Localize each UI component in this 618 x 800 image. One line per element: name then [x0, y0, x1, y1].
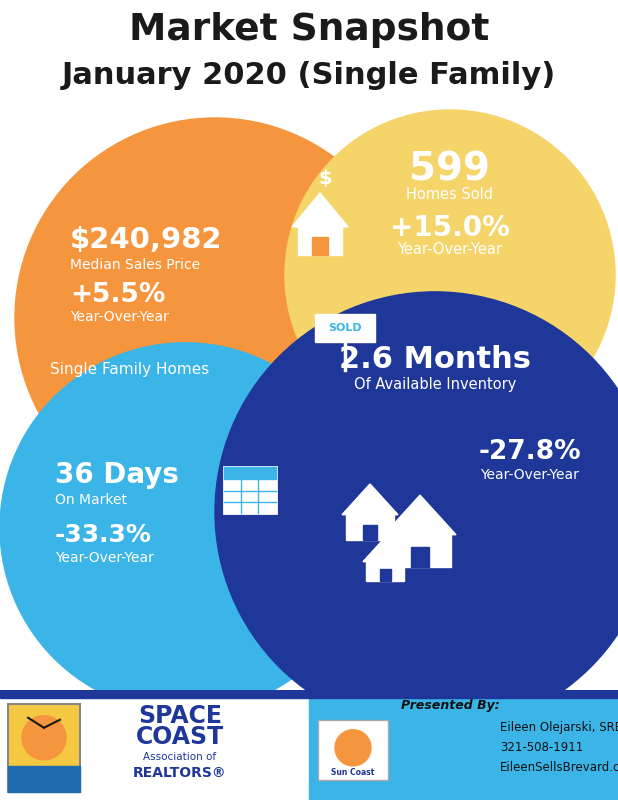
- Text: -33.3%: -33.3%: [55, 522, 152, 546]
- Text: On Market: On Market: [55, 493, 127, 506]
- Circle shape: [0, 343, 370, 713]
- Bar: [298, 225, 342, 255]
- Text: Single Family Homes: Single Family Homes: [50, 362, 210, 378]
- Bar: [366, 561, 404, 582]
- Text: SOLD: SOLD: [328, 323, 362, 333]
- Text: January 2020 (Single Family): January 2020 (Single Family): [62, 62, 556, 90]
- Text: Market Snapshot: Market Snapshot: [129, 12, 489, 48]
- Text: EileenSellsBrevard.com: EileenSellsBrevard.com: [500, 762, 618, 774]
- Text: Year-Over-Year: Year-Over-Year: [397, 242, 502, 258]
- Text: +15.0%: +15.0%: [390, 214, 510, 242]
- Bar: [0, 690, 618, 698]
- Circle shape: [22, 716, 66, 760]
- Text: Homes Sold: Homes Sold: [407, 187, 494, 202]
- Text: Presented By:: Presented By:: [400, 699, 499, 712]
- Bar: [315, 314, 375, 342]
- Text: 36 Days: 36 Days: [55, 461, 179, 489]
- Circle shape: [15, 118, 415, 518]
- Text: $240,982: $240,982: [70, 226, 222, 254]
- Bar: [224, 466, 276, 478]
- Text: Median Sales Price: Median Sales Price: [70, 258, 200, 272]
- Text: Of Available Inventory: Of Available Inventory: [354, 378, 516, 392]
- Text: Association of: Association of: [143, 752, 216, 762]
- Text: REALTORS®: REALTORS®: [133, 766, 227, 780]
- Text: Year-Over-Year: Year-Over-Year: [70, 310, 169, 324]
- Text: -27.8%: -27.8%: [479, 438, 582, 465]
- Bar: [309, 690, 618, 800]
- Text: +5.5%: +5.5%: [70, 282, 166, 308]
- Text: SPACE: SPACE: [138, 704, 222, 728]
- Text: Year-Over-Year: Year-Over-Year: [481, 468, 580, 482]
- Bar: [363, 525, 377, 540]
- Text: 321-508-1911: 321-508-1911: [500, 742, 583, 754]
- Bar: [411, 547, 429, 567]
- Circle shape: [285, 110, 615, 440]
- Circle shape: [335, 730, 371, 766]
- Bar: [8, 704, 80, 792]
- Text: $: $: [318, 170, 332, 189]
- Bar: [389, 533, 451, 567]
- Circle shape: [215, 292, 618, 731]
- Bar: [318, 720, 388, 780]
- Text: Sun Coast: Sun Coast: [331, 769, 375, 778]
- Text: 599: 599: [410, 151, 491, 189]
- Bar: [312, 237, 328, 255]
- Bar: [224, 466, 276, 513]
- Polygon shape: [363, 538, 407, 562]
- Bar: [8, 766, 80, 792]
- Polygon shape: [292, 193, 348, 227]
- Text: COAST: COAST: [136, 725, 224, 749]
- Text: 2.6 Months: 2.6 Months: [339, 346, 531, 374]
- Bar: [0, 690, 309, 800]
- Polygon shape: [342, 484, 398, 514]
- Text: Year-Over-Year: Year-Over-Year: [55, 550, 154, 565]
- Polygon shape: [384, 495, 456, 534]
- Text: Eileen Olejarski, SRES®: Eileen Olejarski, SRES®: [500, 722, 618, 734]
- Bar: [379, 570, 391, 582]
- Bar: [346, 514, 394, 540]
